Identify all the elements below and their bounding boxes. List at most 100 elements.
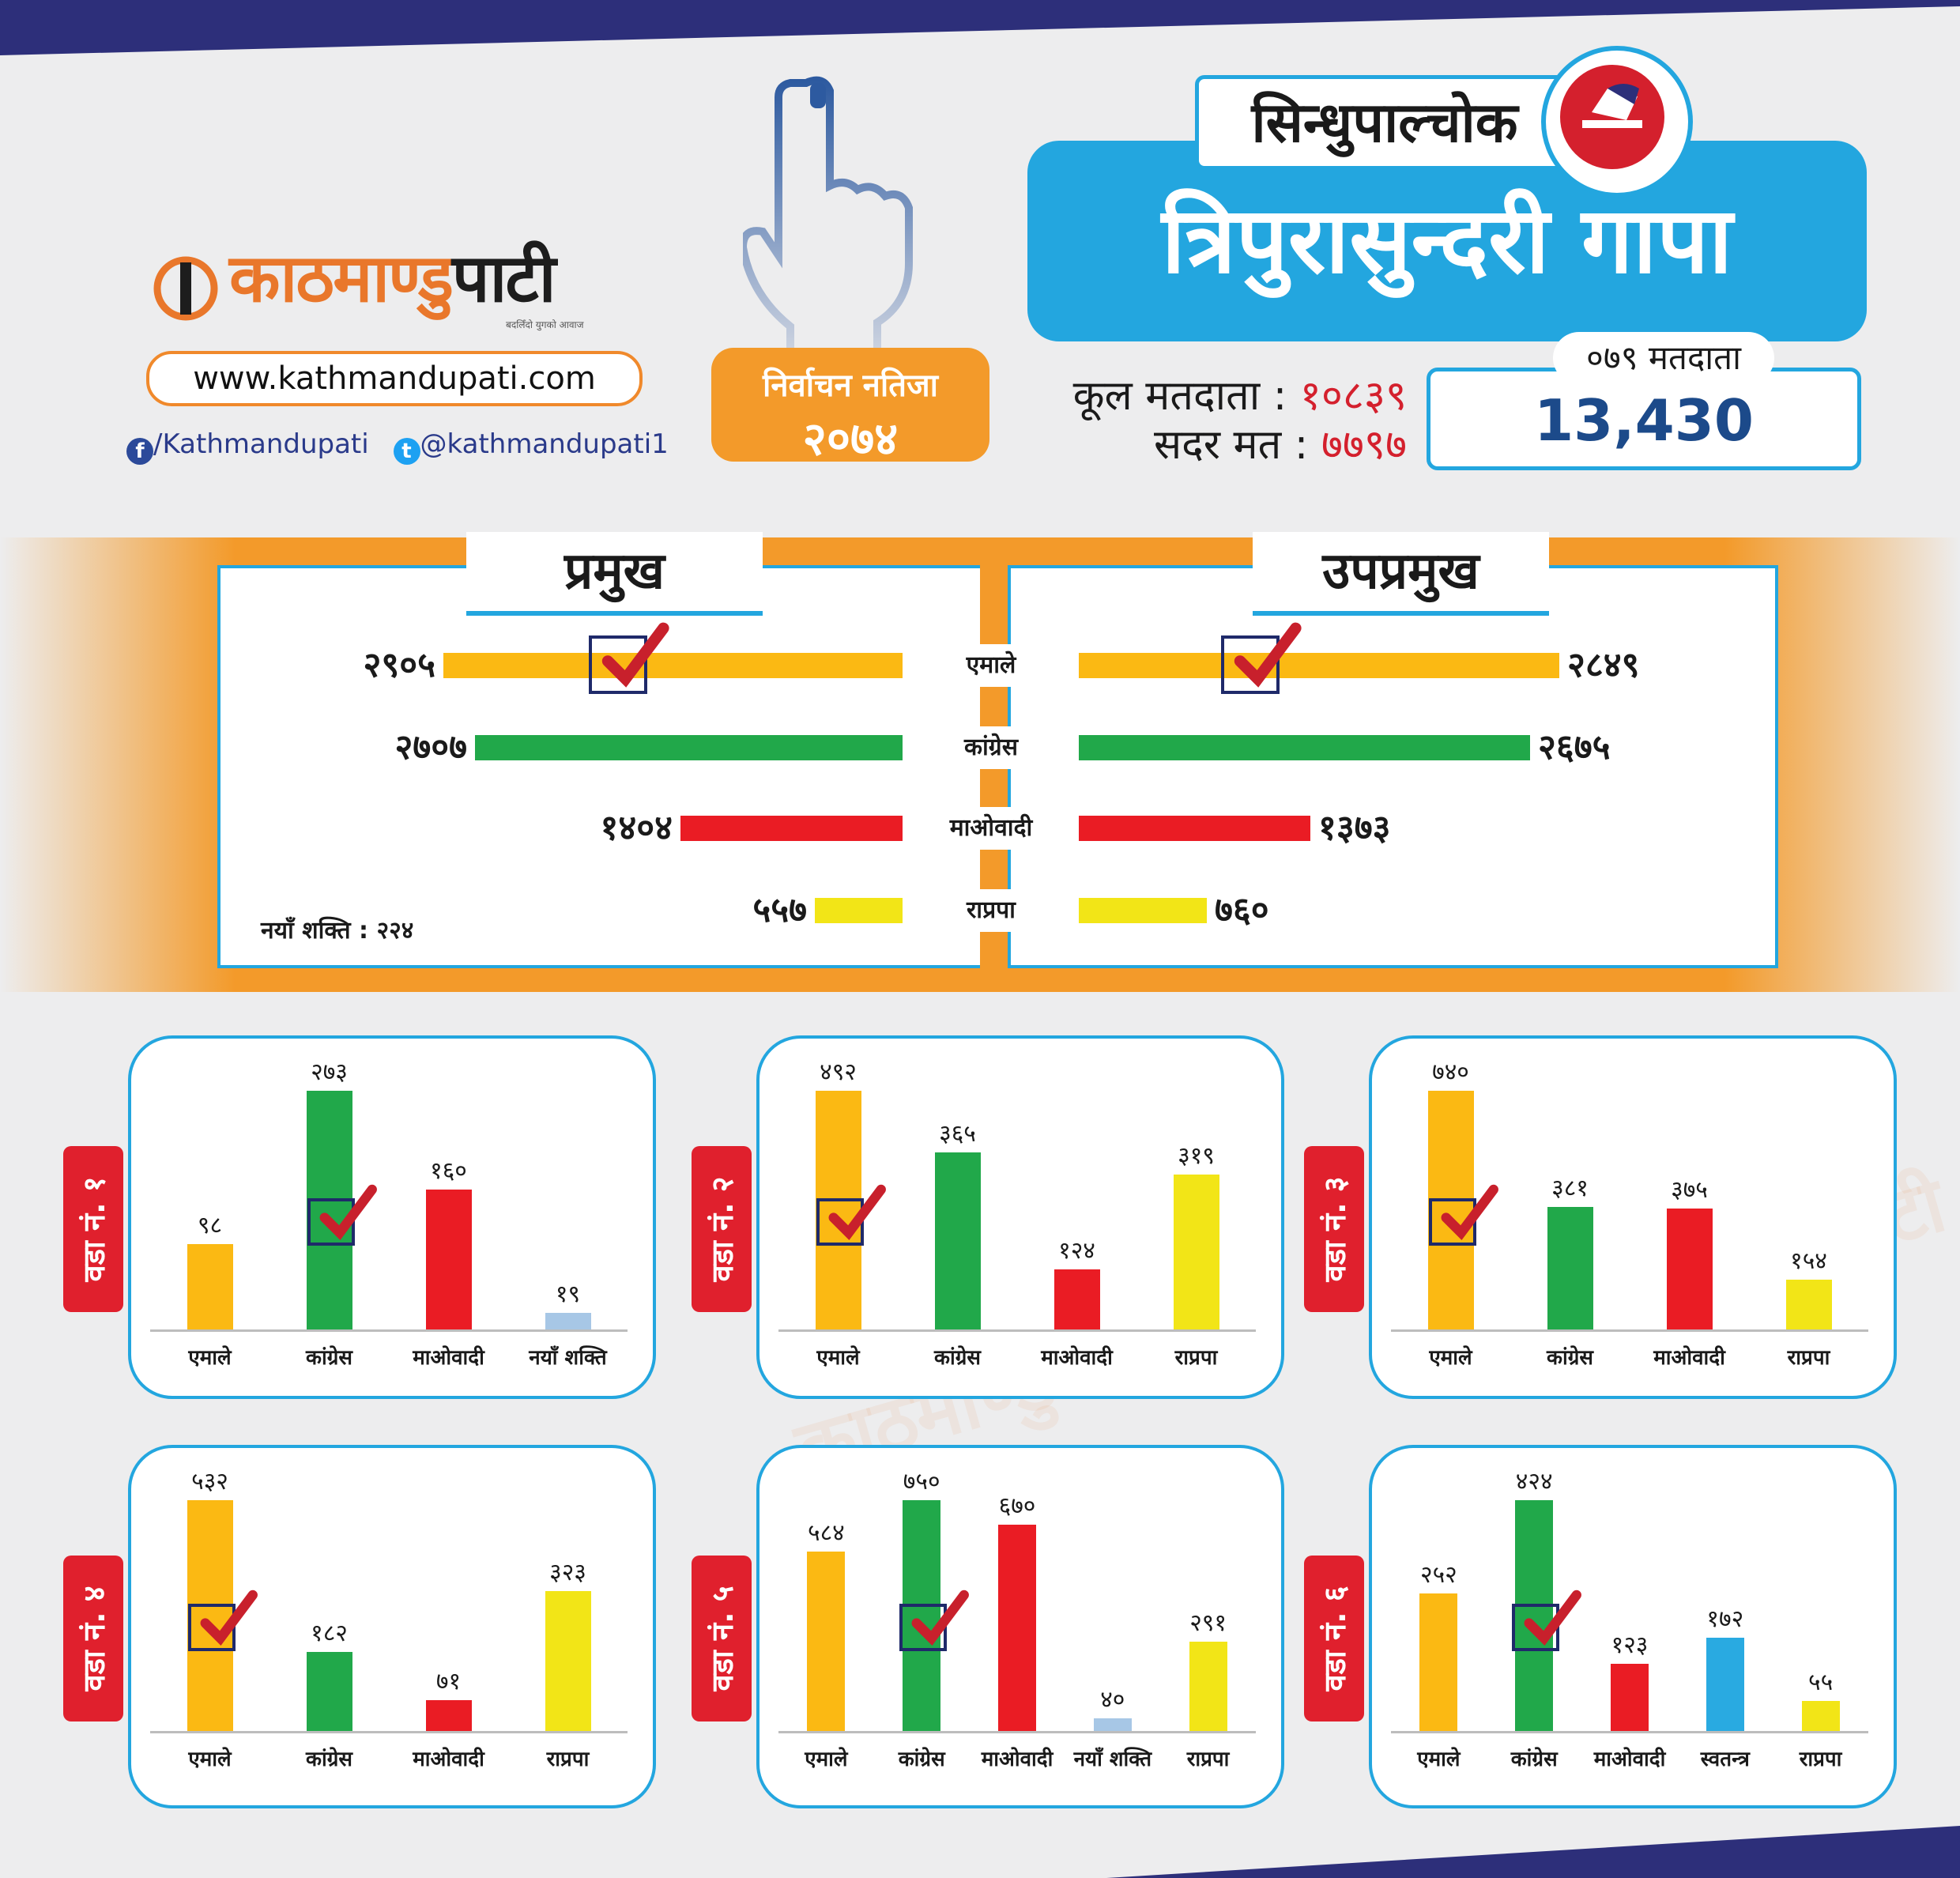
valid-votes-label: सदर मत : [1153,421,1309,469]
data-label: ५५ [1807,1669,1834,1696]
category-label: एमाले [1417,1748,1461,1771]
bar [545,1313,591,1329]
data-label: ७४० [1432,1058,1469,1086]
data-label: ५८४ [807,1519,845,1547]
mayor-bar-2 [680,816,903,841]
social-links: f/Kathmandupati t @kathmandupati1 [126,427,669,465]
bar [306,1091,352,1329]
bar [807,1552,846,1731]
ward-label-tab: वडा नं. २ [692,1146,752,1312]
data-label: ७१ [435,1668,462,1695]
twitter-icon[interactable]: t [393,438,420,465]
ward-title: वडा नं. ४ [77,1586,111,1691]
logo-text: काठमाण्डुपाटी [229,239,556,317]
category-label: राप्रपा [1787,1346,1830,1370]
category-label: एमाले [1429,1346,1472,1370]
website-link[interactable]: www.kathmandupati.com [146,351,643,406]
bar [1785,1280,1832,1329]
data-label: १७२ [1706,1605,1744,1633]
category-label: एमाले [805,1748,848,1771]
deputy-bar-3 [1079,898,1207,923]
bar [425,1190,472,1329]
facebook-handle[interactable]: /Kathmandupati [153,428,369,460]
election-label: निर्वाचन नतिजा [762,368,939,404]
category-label: कांग्रेस [898,1748,945,1771]
bar [187,1500,233,1731]
category-label: नयाँ शक्ति [529,1346,607,1370]
category-label: माओवादी [413,1748,484,1771]
winner-check-icon [187,1590,258,1651]
district-name: सिन्धुपाल्चोक [1195,75,1574,170]
municipality-title: त्रिपुरासुन्दरी गापा [1027,141,1867,341]
bar [1666,1209,1713,1329]
bar [1173,1175,1219,1329]
data-label: ४२४ [1515,1468,1553,1495]
logo-mark-icon [153,256,218,321]
category-label: माओवादी [981,1748,1054,1771]
bar [1611,1664,1649,1731]
data-label: ६७० [998,1492,1036,1520]
bar [1801,1701,1840,1731]
x-axis-line [1391,1329,1868,1332]
mayor-note: नयाँ शक्ति : २२४ [261,917,414,945]
facebook-icon[interactable]: f [126,438,153,465]
deputy-value-0: २८४९ [1567,645,1640,685]
data-label: ७५० [903,1468,940,1495]
data-label: ३७५ [1671,1176,1708,1204]
deputy-value-1: २६७५ [1538,727,1611,767]
bar [1093,1718,1132,1731]
deputy-value-2: १३७३ [1318,808,1391,848]
deputy-bar-1 [1079,735,1530,760]
ward-title: वडा नं. ६ [1317,1586,1352,1691]
valid-votes-value: ७७९७ [1321,421,1407,469]
category-label: कांग्रेस [306,1346,352,1370]
category-label: माओवादी [413,1346,484,1370]
ward-label-tab: वडा नं. ५ [692,1556,752,1722]
category-label: कांग्रेस [1510,1748,1558,1771]
ballot-box-icon [1541,46,1693,198]
ward-title: वडा नं. १ [77,1176,111,1282]
category-label: स्वतन्त्र [1700,1748,1750,1771]
category-label: राप्रपा [1799,1748,1842,1771]
category-label: राप्रपा [1186,1748,1230,1771]
mayor-bar-0 [443,653,903,678]
ward-label-tab: वडा नं. १ [63,1146,123,1312]
bar [1547,1207,1593,1329]
winner-check-icon [1512,1590,1582,1651]
winner-check-icon [1428,1184,1498,1246]
deputy-title: उपप्रमुख [1253,532,1549,616]
party-label-3: राप्रपा [944,889,1038,932]
winner-check-icon [589,622,669,694]
bottom-decor-band [0,1826,1960,1878]
top-decor-band [0,0,1960,55]
election-year: २०७४ [802,412,899,466]
category-label: एमाले [188,1346,232,1370]
data-label: २७३ [311,1058,348,1086]
data-label: ३२३ [549,1559,586,1586]
logo-tagline: बदलिँदो युगको आवाज [506,319,584,330]
winner-check-icon [899,1590,970,1651]
election-result-badge: निर्वाचन नतिजा २०७४ [711,348,989,466]
bar [306,1652,352,1731]
data-label: १५४ [1790,1247,1827,1275]
winner-check-icon [1221,622,1302,694]
bar [187,1244,233,1329]
total-voters-value: १०८३९ [1299,372,1407,420]
x-axis-line [1391,1731,1868,1733]
category-label: कांग्रेस [934,1346,981,1370]
party-label-2: माओवादी [944,807,1038,850]
data-label: १२३ [1611,1631,1649,1659]
mayor-bar-3 [815,898,903,923]
bar [934,1152,981,1329]
category-label: माओवादी [1593,1748,1666,1771]
ward-label-tab: वडा नं. ४ [63,1556,123,1722]
data-label: १९ [555,1280,581,1308]
x-axis-line [150,1731,628,1733]
data-label: ४९२ [820,1058,857,1086]
bar [1706,1638,1744,1731]
twitter-handle[interactable]: @kathmandupati1 [420,428,669,460]
data-label: २९१ [1189,1609,1227,1637]
bar [815,1091,861,1329]
ward-label-tab: वडा नं. ६ [1304,1556,1364,1722]
ward-title: वडा नं. २ [705,1176,740,1282]
